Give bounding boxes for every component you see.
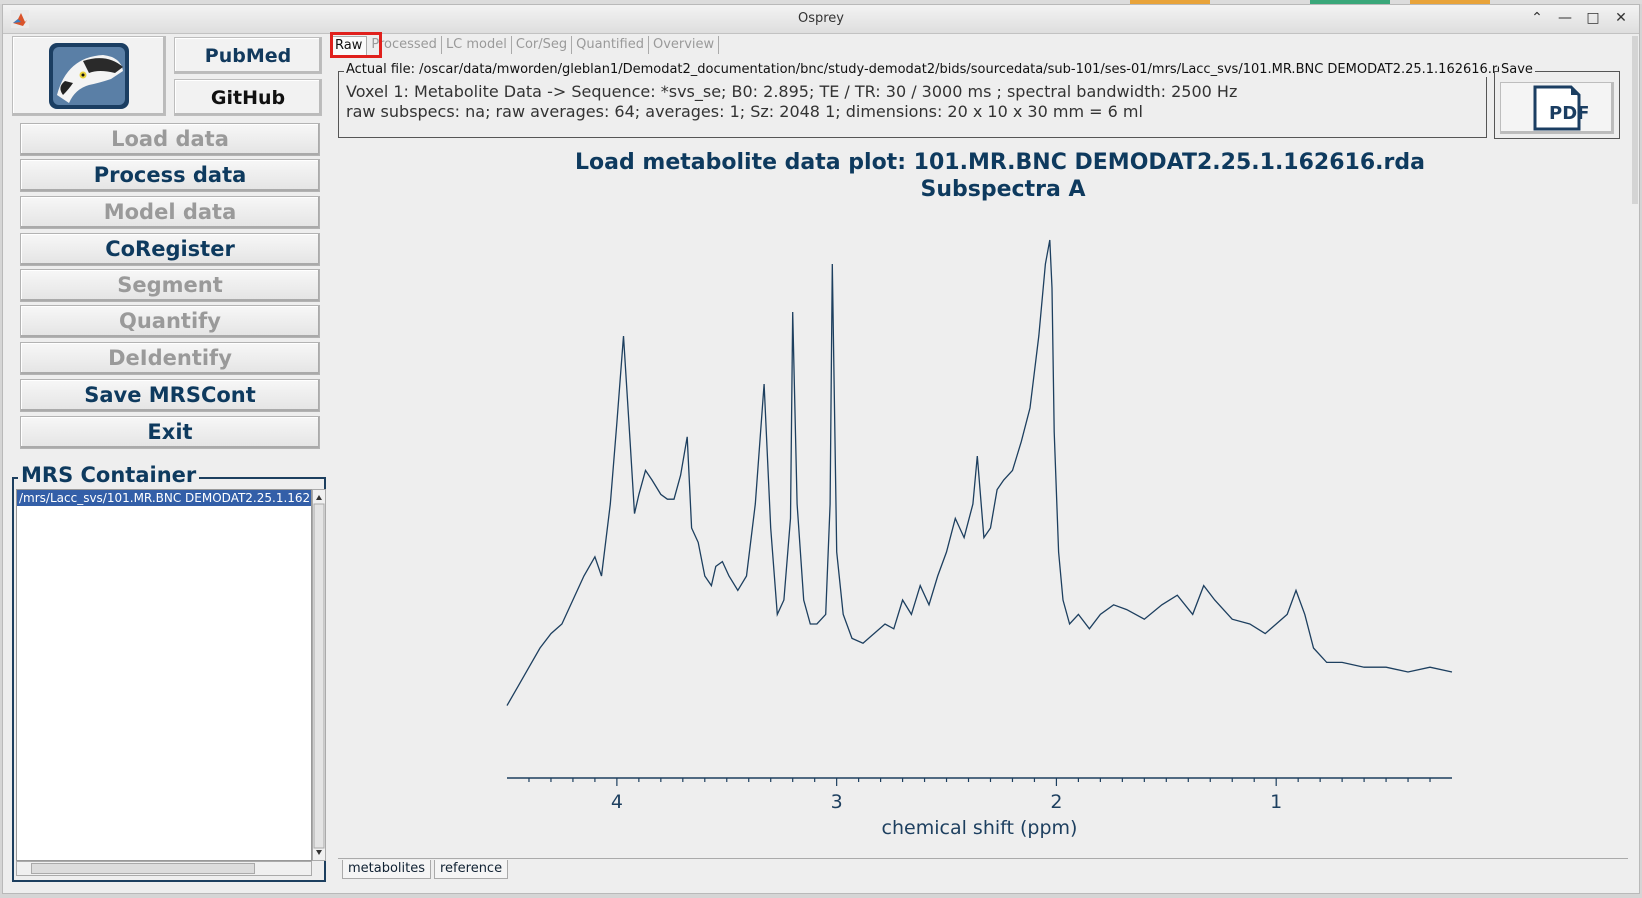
save-label: Save: [1499, 62, 1535, 77]
subspec-info: raw subspecs: na; raw averages: 64; aver…: [346, 102, 1143, 121]
deidentify-button[interactable]: DeIdentify: [20, 342, 320, 375]
spectrum-line: [506, 239, 1453, 706]
mrs-container-title: MRS Container: [18, 463, 200, 487]
x-axis-label: chemical shift (ppm): [882, 817, 1078, 839]
window-scrollbar[interactable]: [1632, 36, 1638, 204]
pubmed-label: PubMed: [204, 44, 292, 67]
x-tick-label: 1: [1270, 791, 1282, 813]
x-tick-label: 4: [611, 791, 623, 813]
mrs-container-list[interactable]: /mrs/Lacc_svs/101.MR.BNC DEMODAT2.25.1.1…: [16, 489, 312, 861]
process-data-button[interactable]: Process data: [20, 159, 320, 192]
save-mrscont-button[interactable]: Save MRSCont: [20, 379, 320, 412]
taskbar-item[interactable]: [1310, 0, 1390, 4]
taskbar: [0, 0, 1642, 4]
coregister-button[interactable]: CoRegister: [20, 233, 320, 266]
model-data-button[interactable]: Model data: [20, 196, 320, 229]
horizontal-scrollbar[interactable]: [16, 861, 312, 876]
file-path: Actual file: /oscar/data/mworden/gleblan…: [344, 62, 1516, 77]
tab-quantified[interactable]: Quantified: [572, 36, 649, 54]
close-icon[interactable]: ✕: [1615, 10, 1627, 26]
maximize-icon[interactable]: □: [1586, 10, 1600, 26]
taskbar-item[interactable]: [1130, 0, 1210, 4]
bottom-tab-bar: [338, 858, 1628, 887]
tab-highlight: [330, 32, 382, 58]
voxel-info: Voxel 1: Metabolite Data -> Sequence: *s…: [346, 82, 1238, 101]
tab-cor-seg[interactable]: Cor/Seg: [512, 36, 573, 54]
tab-reference[interactable]: reference: [434, 860, 509, 879]
mrs-container-panel: /mrs/Lacc_svs/101.MR.BNC DEMODAT2.25.1.1…: [12, 477, 326, 882]
window-title: Osprey: [797, 11, 844, 26]
plot-subtitle: Subspectra A: [920, 177, 1086, 202]
vertical-scrollbar[interactable]: [312, 489, 326, 861]
tab-metabolites[interactable]: metabolites: [342, 860, 432, 879]
spectrum-chart: 4 3 2 1 chemical shift (ppm): [506, 239, 1453, 839]
pdf-button[interactable]: PDF: [1500, 82, 1614, 134]
pubmed-button[interactable]: PubMed: [174, 37, 322, 74]
segment-button[interactable]: Segment: [20, 269, 320, 302]
plot-title: Load metabolite data plot: 101.MR.BNC DE…: [575, 150, 1425, 175]
osprey-logo-button[interactable]: [12, 36, 166, 116]
github-button[interactable]: GitHub: [174, 79, 322, 116]
exit-button[interactable]: Exit: [20, 416, 320, 449]
x-tick-label: 2: [1050, 791, 1062, 813]
pdf-icon: PDF: [1533, 85, 1589, 131]
pdf-label: PDF: [1549, 103, 1589, 124]
tab-lc-model[interactable]: LC model: [442, 36, 512, 54]
github-label: GitHub: [210, 86, 286, 109]
minimize-icon[interactable]: —: [1558, 10, 1572, 26]
scroll-arrows-icon: [313, 495, 325, 855]
collapse-icon[interactable]: ⌃: [1531, 10, 1543, 26]
save-panel: [1494, 71, 1620, 139]
tab-processed[interactable]: Processed: [367, 36, 442, 54]
scrollbar-thumb[interactable]: [31, 863, 255, 874]
taskbar-item[interactable]: [1410, 0, 1490, 4]
list-item[interactable]: /mrs/Lacc_svs/101.MR.BNC DEMODAT2.25.1.1…: [17, 490, 311, 506]
title-bar: Osprey ⌃ — □ ✕: [3, 5, 1639, 34]
load-data-button[interactable]: Load data: [20, 123, 320, 156]
quantify-button[interactable]: Quantify: [20, 305, 320, 338]
view-tabs: Raw Processed LC model Cor/Seg Quantifie…: [330, 36, 720, 56]
osprey-logo-icon: [49, 43, 129, 109]
matlab-icon: [11, 10, 29, 28]
x-tick-label: 3: [831, 791, 843, 813]
tab-overview[interactable]: Overview: [649, 36, 720, 54]
